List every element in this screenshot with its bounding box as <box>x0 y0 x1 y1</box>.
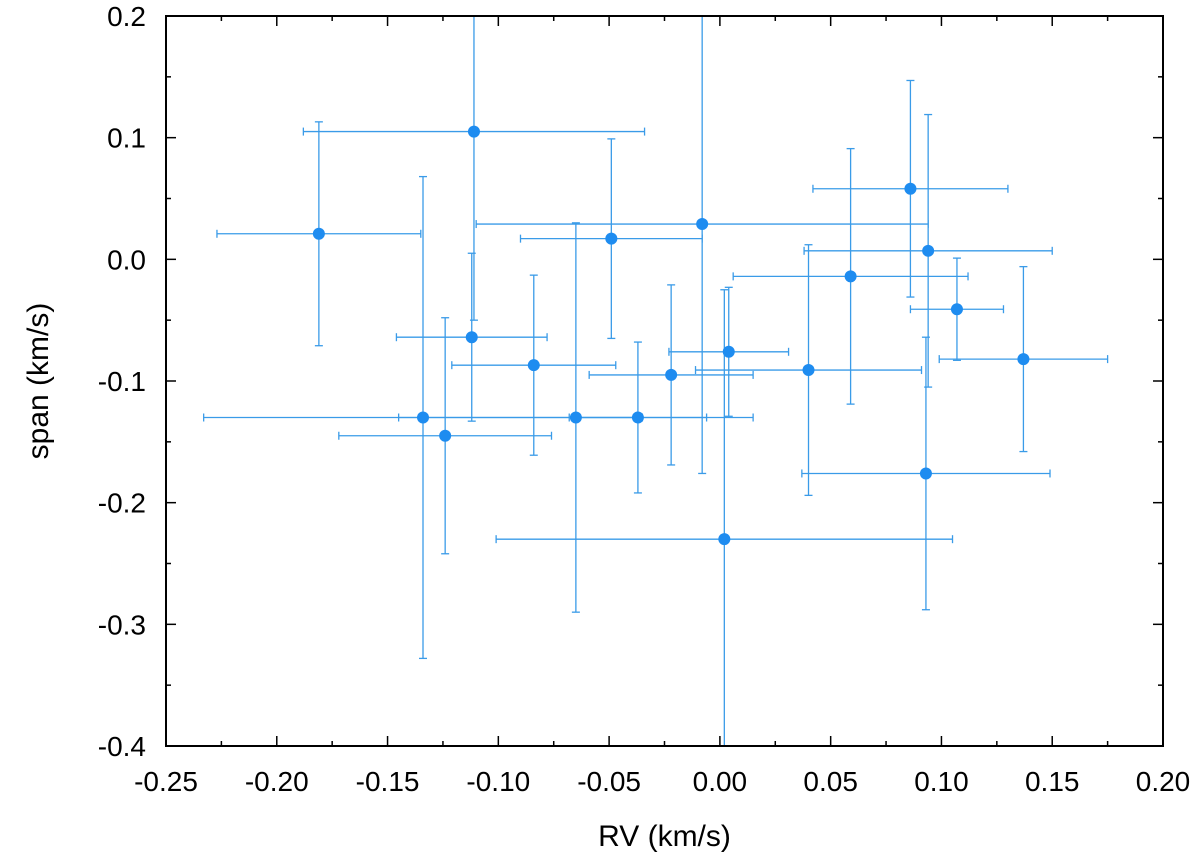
data-point <box>417 411 430 424</box>
tick-labels-layer: -0.25 -0.20 -0.15 -0.10 -0.05 0.00 0.05 0.10 0.1… <box>98 1 1191 797</box>
data-point <box>527 359 540 372</box>
data-point <box>844 270 857 283</box>
data-point <box>1017 353 1030 366</box>
x-tick-label: 0.00 <box>693 766 748 797</box>
data-point <box>439 429 452 442</box>
data-point <box>569 411 582 424</box>
y-tick-label: -0.3 <box>98 609 146 640</box>
x-tick-label: 0.15 <box>1025 766 1080 797</box>
x-tick-label: -0.15 <box>356 766 420 797</box>
data-point <box>802 364 815 377</box>
data-point <box>919 467 932 480</box>
y-tick-label: 0.2 <box>107 1 146 32</box>
data-point <box>722 345 735 358</box>
x-tick-label: -0.05 <box>577 766 641 797</box>
data-point <box>922 244 935 257</box>
errorbars-layer <box>203 16 1109 746</box>
x-axis-title: RV (km/s) <box>598 820 731 853</box>
data-point <box>950 303 963 316</box>
data-point <box>467 125 480 138</box>
data-point <box>696 218 709 231</box>
y-tick-label: 0.1 <box>107 123 146 154</box>
x-tick-label: 0.20 <box>1136 766 1191 797</box>
x-tick-label: 0.10 <box>914 766 969 797</box>
data-point <box>605 232 618 245</box>
data-point <box>718 533 731 546</box>
x-tick-label: 0.05 <box>803 766 858 797</box>
x-tick-label: -0.20 <box>245 766 309 797</box>
y-tick-label: -0.1 <box>98 366 146 397</box>
data-point <box>631 411 644 424</box>
y-tick-label: 0.0 <box>107 244 146 275</box>
x-tick-label: -0.25 <box>134 766 198 797</box>
y-axis-title: span (km/s) <box>22 303 55 460</box>
y-tick-label: -0.2 <box>98 488 146 519</box>
data-point <box>312 227 325 240</box>
ticks-layer <box>165 15 1164 747</box>
data-point <box>904 182 917 195</box>
x-tick-label: -0.10 <box>466 766 530 797</box>
data-point <box>665 368 678 381</box>
points-layer <box>312 125 1030 546</box>
data-point <box>465 331 478 344</box>
plot-frame <box>165 15 1164 747</box>
y-tick-label: -0.4 <box>98 731 146 762</box>
